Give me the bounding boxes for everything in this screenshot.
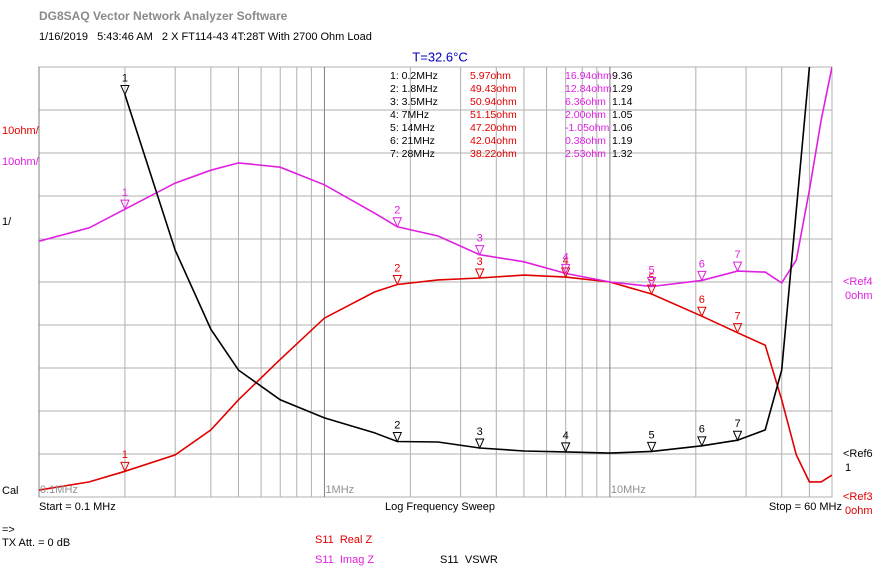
marker — [120, 461, 130, 473]
ref-name: <Ref6 — [843, 448, 873, 460]
marker-label: 3 — [477, 256, 483, 268]
marker-table-cell: 2: 1.8MHz — [390, 83, 438, 95]
marker-label: 5 — [649, 264, 655, 276]
marker-table-cell: 16.94ohm — [565, 70, 612, 82]
marker-table-cell: 2.53ohm — [565, 148, 606, 160]
marker-table-cell: 2.00ohm — [565, 109, 606, 121]
cal-label: Cal — [2, 485, 19, 497]
marker — [120, 85, 130, 96]
marker — [474, 245, 485, 256]
marker-table-cell: 6.36ohm — [565, 96, 606, 108]
marker-table-cell: 3: 3.5MHz — [390, 96, 438, 108]
ref-value: 0ohm — [845, 505, 873, 517]
marker-table-cell: -1.05ohm — [565, 122, 610, 134]
app-title: DG8SAQ Vector Network Analyzer Software — [39, 9, 288, 23]
marker-label: 2 — [394, 419, 400, 431]
marker-label: 6 — [699, 424, 705, 436]
scale-label: 1/ — [2, 216, 12, 228]
marker-label: 4 — [563, 255, 569, 267]
marker-label: 1 — [122, 72, 128, 84]
marker-table-cell: 1.14 — [612, 96, 633, 108]
temperature: T=32.6°C — [412, 49, 467, 64]
marker — [732, 261, 743, 273]
marker — [732, 323, 743, 334]
marker — [560, 442, 571, 454]
marker — [732, 430, 743, 442]
marker-table-cell: 1.19 — [612, 135, 633, 147]
marker-label: 6 — [699, 294, 705, 306]
marker — [697, 270, 707, 282]
marker-label: 6 — [699, 258, 705, 270]
marker-label: 1 — [122, 187, 128, 199]
legend-entry: S11 Real Z — [315, 534, 373, 546]
marker-table-cell: 38.22ohm — [470, 148, 517, 160]
marker-table-cell: 1.05 — [612, 109, 633, 121]
marker — [646, 284, 657, 296]
marker — [392, 217, 403, 229]
marker — [474, 268, 485, 280]
marker — [120, 199, 130, 211]
legend-entry: S11 VSWR — [440, 554, 498, 566]
sweep-label: Log Frequency Sweep — [385, 501, 495, 513]
marker-table-cell: 49.43ohm — [470, 83, 517, 95]
marker-label: 7 — [734, 311, 740, 323]
marker-table-cell: 9.36 — [612, 70, 633, 82]
marker — [697, 436, 707, 448]
ref-name: <Ref4 — [843, 276, 873, 288]
ref-value: 0ohm — [845, 290, 873, 302]
marker-table-cell: 47.20ohm — [470, 122, 517, 134]
marker — [646, 277, 657, 288]
marker-table-cell: 12.84ohm — [565, 83, 612, 95]
x-tick-label: 1MHz — [325, 484, 354, 496]
marker-table-cell: 5: 14MHz — [390, 122, 435, 134]
marker-table-cell: 5.97ohm — [470, 70, 511, 82]
marker — [560, 263, 571, 275]
marker-table-cell: 4: 7MHz — [390, 109, 429, 121]
x-tick-label: 10MHz — [611, 484, 646, 496]
marker-table-cell: 6: 21MHz — [390, 135, 435, 147]
trace — [124, 67, 811, 454]
marker-table-cell: 50.94ohm — [470, 96, 517, 108]
stop-label: Stop = 60 MHz — [769, 501, 842, 513]
marker-label: 3 — [477, 233, 483, 245]
marker-label: 7 — [734, 249, 740, 261]
marker-table-cell: 1: 0.2MHz — [390, 70, 438, 82]
ref-value: 1 — [845, 462, 851, 474]
marker — [392, 274, 403, 286]
marker-table-cell: 1.29 — [612, 83, 633, 95]
marker-table-cell: 1.32 — [612, 148, 633, 160]
marker — [560, 267, 571, 279]
scale-label: 10ohm/ — [2, 156, 40, 168]
marker-label: 5 — [649, 429, 655, 441]
marker-label: 4 — [563, 430, 569, 442]
marker-table-cell: 7: 28MHz — [390, 148, 435, 160]
marker-table-cell: 42.04ohm — [470, 135, 517, 147]
legend-entry: S11 Imag Z — [315, 554, 374, 566]
marker-table-cell: 0.38ohm — [565, 135, 606, 147]
marker — [392, 432, 403, 443]
x-tick-label: 0.1MHz — [40, 484, 78, 496]
marker-table-cell: 51.15ohm — [470, 109, 517, 121]
marker-table-cell: 1.06 — [612, 122, 633, 134]
tx-att: TX Att. = 0 dB — [2, 537, 70, 549]
trace — [39, 67, 832, 288]
arrow-label: => — [2, 524, 15, 536]
marker — [474, 438, 485, 450]
start-label: Start = 0.1 MHz — [39, 501, 116, 513]
marker — [697, 306, 707, 318]
scale-label: 10ohm/ — [2, 125, 40, 137]
marker — [646, 441, 657, 453]
trace — [39, 274, 832, 491]
marker-label: 1 — [122, 449, 128, 461]
marker-label: 3 — [477, 426, 483, 438]
ref-name: <Ref3 — [843, 491, 873, 503]
sweep-info: 1/16/2019 5:43:46 AM 2 X FT114-43 4T:28T… — [39, 31, 372, 43]
marker-label: 2 — [394, 205, 400, 217]
marker-label: 4 — [563, 251, 569, 263]
marker-label: 2 — [394, 262, 400, 274]
marker-label: 7 — [734, 418, 740, 430]
